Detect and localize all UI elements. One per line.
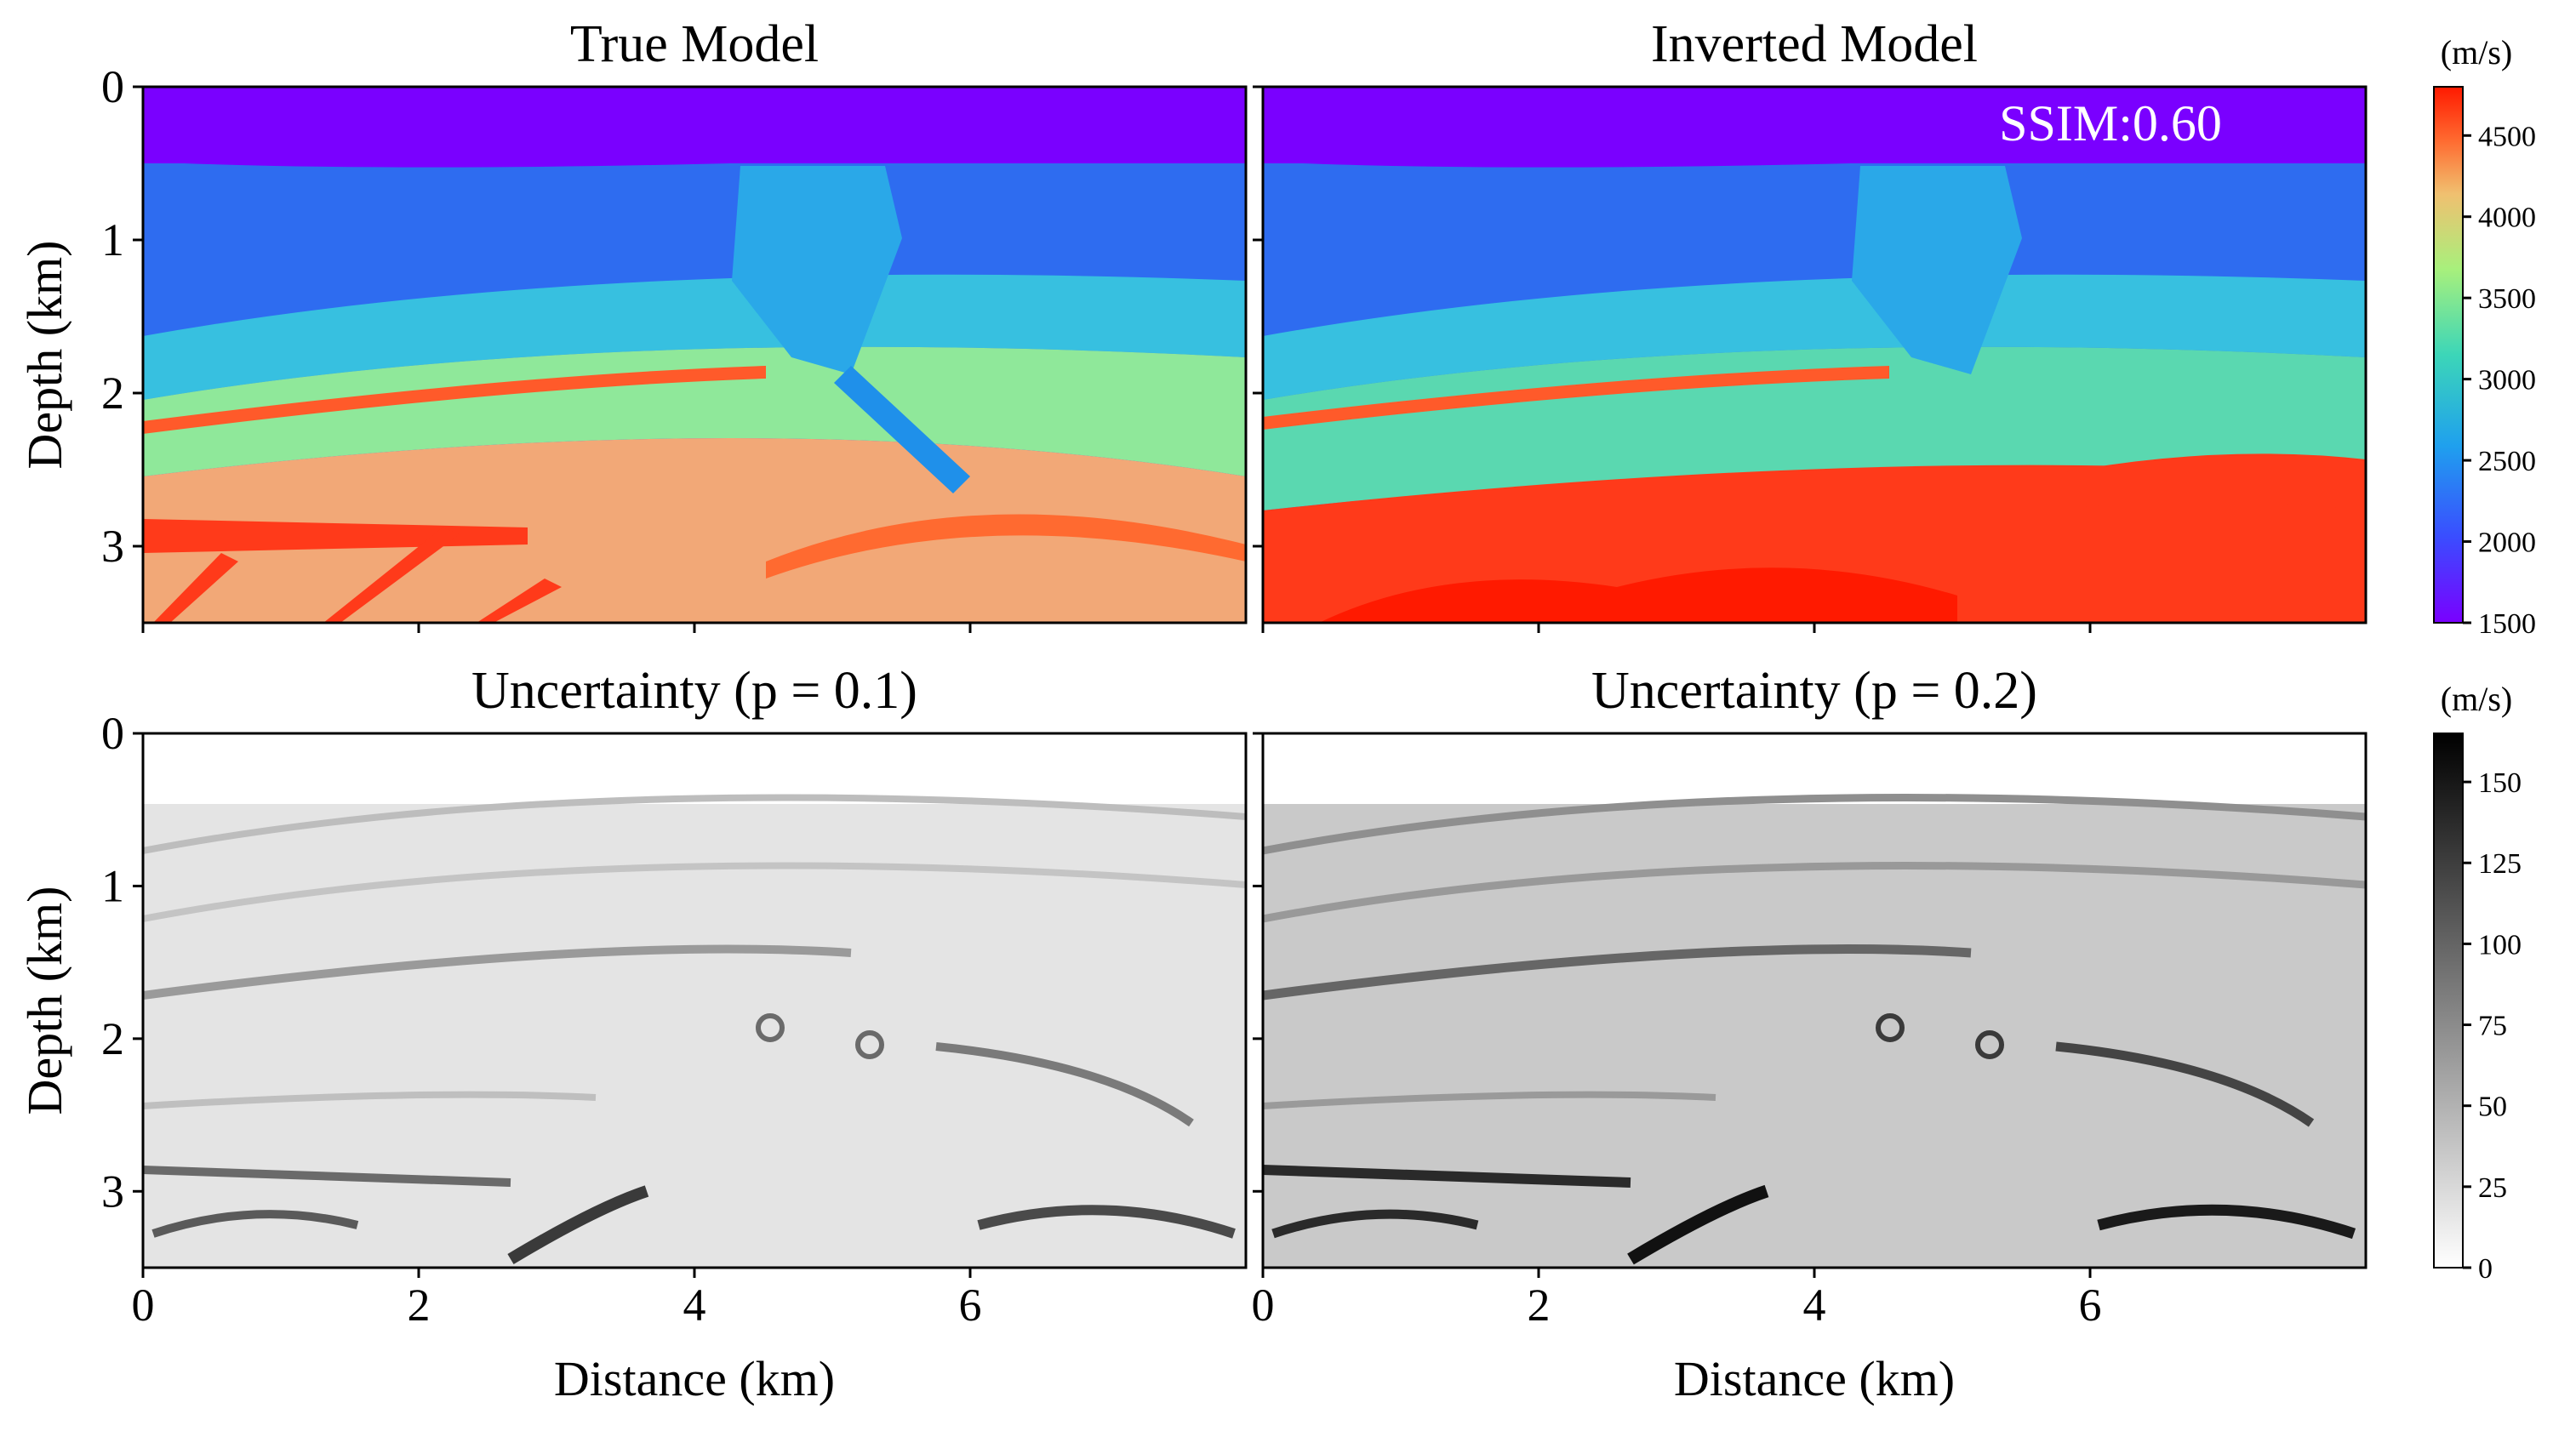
x-tick-label: 0: [132, 1280, 155, 1331]
x-tick-label: 0: [1252, 1280, 1275, 1331]
x-tick-label: 4: [1803, 1280, 1826, 1331]
y-tick-label: 2: [101, 1013, 124, 1064]
colorbar-unit: (m/s): [2441, 33, 2512, 71]
y-tick-label: 0: [101, 61, 124, 112]
colorbar-tick-label: 100: [2478, 929, 2522, 961]
colorbar-tick-label: 0: [2478, 1253, 2493, 1285]
x-tick-label: 6: [2079, 1280, 2102, 1331]
colorbar-tick-label: 75: [2478, 1011, 2507, 1042]
y-tick-label: 3: [101, 1166, 124, 1217]
y-tick-label: 1: [101, 214, 124, 265]
panel-title: True Model: [570, 15, 819, 73]
y-tick-label: 0: [101, 708, 124, 759]
x-axis-label: Distance (km): [554, 1351, 835, 1406]
panel-uncertainty-p02: Uncertainty (p = 0.2): [1263, 662, 2366, 1268]
x-tick-label: 4: [683, 1280, 706, 1331]
colorbar-tick-label: 4500: [2478, 121, 2536, 152]
colorbar-tick-label: 2500: [2478, 446, 2536, 477]
colorbar-tick-label: 50: [2478, 1092, 2507, 1123]
colorbar-tick-label: 125: [2478, 848, 2522, 880]
colorbar-gradient: [2434, 733, 2463, 1268]
colorbar-tick-label: 2000: [2478, 527, 2536, 559]
x-tick-label: 2: [408, 1280, 431, 1331]
colorbar-gradient: [2434, 87, 2463, 623]
panel-inverted-model: Inverted Model SSIM:0.60: [1263, 15, 2366, 623]
velocity-field: [1263, 87, 2366, 623]
y-axis-label: Depth (km): [17, 241, 72, 470]
y-tick-label: 2: [101, 368, 124, 419]
panel-title: Inverted Model: [1651, 15, 1978, 73]
y-tick-label: 3: [101, 521, 124, 572]
colorbar-tick-label: 1500: [2478, 608, 2536, 640]
velocity-field: [143, 87, 1246, 623]
colorbar-tick-label: 3000: [2478, 365, 2536, 396]
panel-title: Uncertainty (p = 0.2): [1591, 662, 2037, 720]
x-tick-label: 2: [1528, 1280, 1551, 1331]
panel-title: Uncertainty (p = 0.1): [471, 662, 917, 720]
uncertainty-field: [1263, 733, 2366, 1268]
colorbar-tick-label: 3500: [2478, 283, 2536, 315]
colorbar-tick-label: 4000: [2478, 202, 2536, 234]
colorbar-tick-label: 25: [2478, 1172, 2507, 1204]
panel-uncertainty-p01: Uncertainty (p = 0.1): [143, 662, 1246, 1268]
y-tick-label: 1: [101, 860, 124, 911]
panel-true-model: True Model: [143, 15, 1246, 623]
ssim-annotation: SSIM:0.60: [1999, 95, 2222, 151]
y-axis-label: Depth (km): [17, 887, 72, 1115]
x-axis-label: Distance (km): [1674, 1351, 1955, 1406]
uncertainty-field: [143, 733, 1246, 1268]
colorbar-tick-label: 150: [2478, 767, 2522, 799]
colorbar-unit: (m/s): [2441, 680, 2512, 718]
x-tick-label: 6: [959, 1280, 982, 1331]
